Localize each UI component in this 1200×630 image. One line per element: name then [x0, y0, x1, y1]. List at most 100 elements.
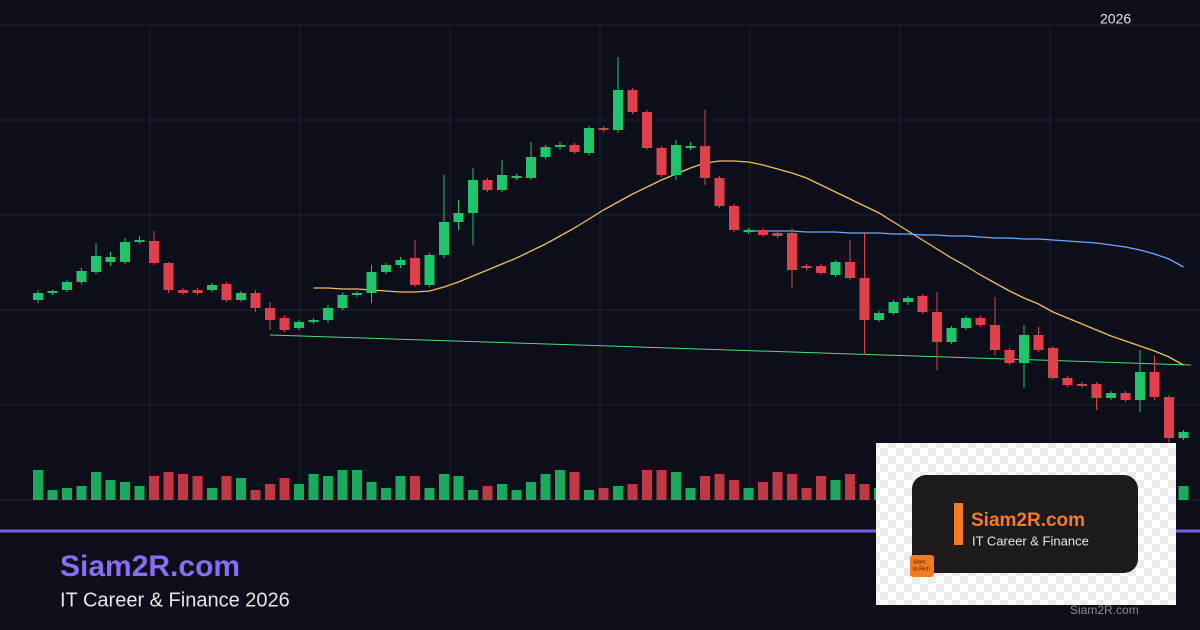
- candle-body: [381, 265, 391, 272]
- volume-bar: [366, 482, 377, 500]
- candle-body: [207, 285, 217, 290]
- volume-bar: [410, 476, 420, 500]
- x-axis-label: 2026: [1100, 11, 1131, 27]
- time-grid: [149, 25, 1051, 500]
- volume-bar: [598, 488, 609, 500]
- candle-body: [149, 241, 159, 263]
- volume-bar: [468, 490, 478, 500]
- volume-bar: [62, 488, 72, 500]
- volume-bar: [555, 470, 565, 500]
- candle-body: [903, 298, 913, 302]
- candle-body: [1106, 393, 1116, 398]
- logo-card: [912, 475, 1138, 573]
- volume-bar: [395, 476, 406, 500]
- volume-bar: [76, 486, 87, 500]
- candle-body: [120, 242, 130, 262]
- candle-body: [105, 257, 116, 262]
- candle-body: [337, 295, 348, 308]
- candle-body: [1004, 350, 1015, 363]
- candle-body: [859, 278, 870, 320]
- candle-body: [352, 293, 362, 295]
- candle-body: [613, 90, 623, 130]
- volume-bar: [323, 476, 333, 500]
- volume-bar: [584, 490, 594, 500]
- volume-bar: [221, 476, 232, 500]
- volume-bar: [149, 476, 159, 500]
- volume-bar: [308, 474, 319, 500]
- candle-body: [526, 157, 536, 178]
- candle-body: [439, 222, 449, 255]
- candle-body: [772, 233, 783, 236]
- candle-body: [1178, 432, 1189, 438]
- candle-body: [758, 230, 768, 235]
- candle-body: [308, 320, 319, 322]
- volume-bar: [627, 484, 638, 500]
- volume-bar: [279, 478, 290, 500]
- volume-bar: [511, 490, 522, 500]
- moving-average-line: [748, 230, 1184, 268]
- candle-body: [990, 325, 1000, 350]
- candle-body: [888, 302, 899, 313]
- volume-bar: [497, 484, 507, 500]
- volume-bar: [830, 480, 841, 500]
- volume-bar: [540, 474, 551, 500]
- candle-body: [700, 146, 710, 178]
- volume-bar: [337, 470, 348, 500]
- candle-body: [743, 230, 754, 232]
- volume-bar: [163, 472, 174, 500]
- candle-body: [497, 175, 507, 190]
- volume-bar: [33, 470, 43, 500]
- candle-body: [178, 290, 188, 293]
- candle-body: [1135, 372, 1145, 400]
- candle-body: [323, 308, 333, 320]
- logo-overlay: Siam2R.com IT Career & Finance Siam to R…: [876, 443, 1176, 605]
- candle-body: [366, 272, 377, 293]
- volume-bar: [642, 470, 652, 500]
- candle-body: [642, 112, 652, 148]
- candle-body: [729, 206, 739, 230]
- volume-bar: [294, 484, 304, 500]
- candle-body: [62, 282, 72, 290]
- volume-bar: [685, 488, 696, 500]
- candle-body: [33, 293, 43, 300]
- volume-bar: [816, 476, 826, 500]
- logo-bar: [954, 503, 963, 545]
- candle-body: [250, 293, 261, 308]
- candle-body: [1033, 335, 1044, 350]
- candle-body: [656, 148, 667, 175]
- volume-bar: [439, 474, 449, 500]
- moving-average-line: [313, 160, 1184, 366]
- candle-body: [410, 258, 420, 285]
- logo-icon-text: to Rich: [913, 566, 930, 572]
- volume-bar: [352, 470, 362, 500]
- volume-bar: [569, 472, 580, 500]
- candle-body: [468, 180, 478, 213]
- volume-bar: [859, 484, 870, 500]
- trend-line: [269, 334, 1191, 366]
- volume-bar: [845, 474, 855, 500]
- logo-icon: [910, 555, 934, 577]
- volume-bar: [250, 490, 261, 500]
- candle-body: [76, 271, 87, 282]
- candle-body: [540, 147, 551, 157]
- volume-bar: [381, 488, 391, 500]
- volume-bar: [700, 476, 710, 500]
- candle-body: [946, 328, 957, 342]
- volume-bar: [613, 486, 623, 500]
- volume-bar: [178, 474, 188, 500]
- volume-bar: [714, 474, 725, 500]
- volume-bar: [207, 488, 217, 500]
- candle-body: [134, 240, 145, 242]
- volume-bar: [526, 482, 536, 500]
- candle-body: [714, 178, 725, 206]
- logo-icon-text: Siam: [913, 559, 926, 565]
- candle-body: [932, 312, 942, 342]
- candle-body: [830, 262, 841, 275]
- logo-subtitle: IT Career & Finance: [972, 533, 1089, 548]
- candle-body: [598, 128, 609, 130]
- indicator-lines: [269, 160, 1191, 366]
- candle-body: [1149, 372, 1160, 397]
- candle-body: [1120, 393, 1131, 400]
- candle-body: [221, 284, 232, 300]
